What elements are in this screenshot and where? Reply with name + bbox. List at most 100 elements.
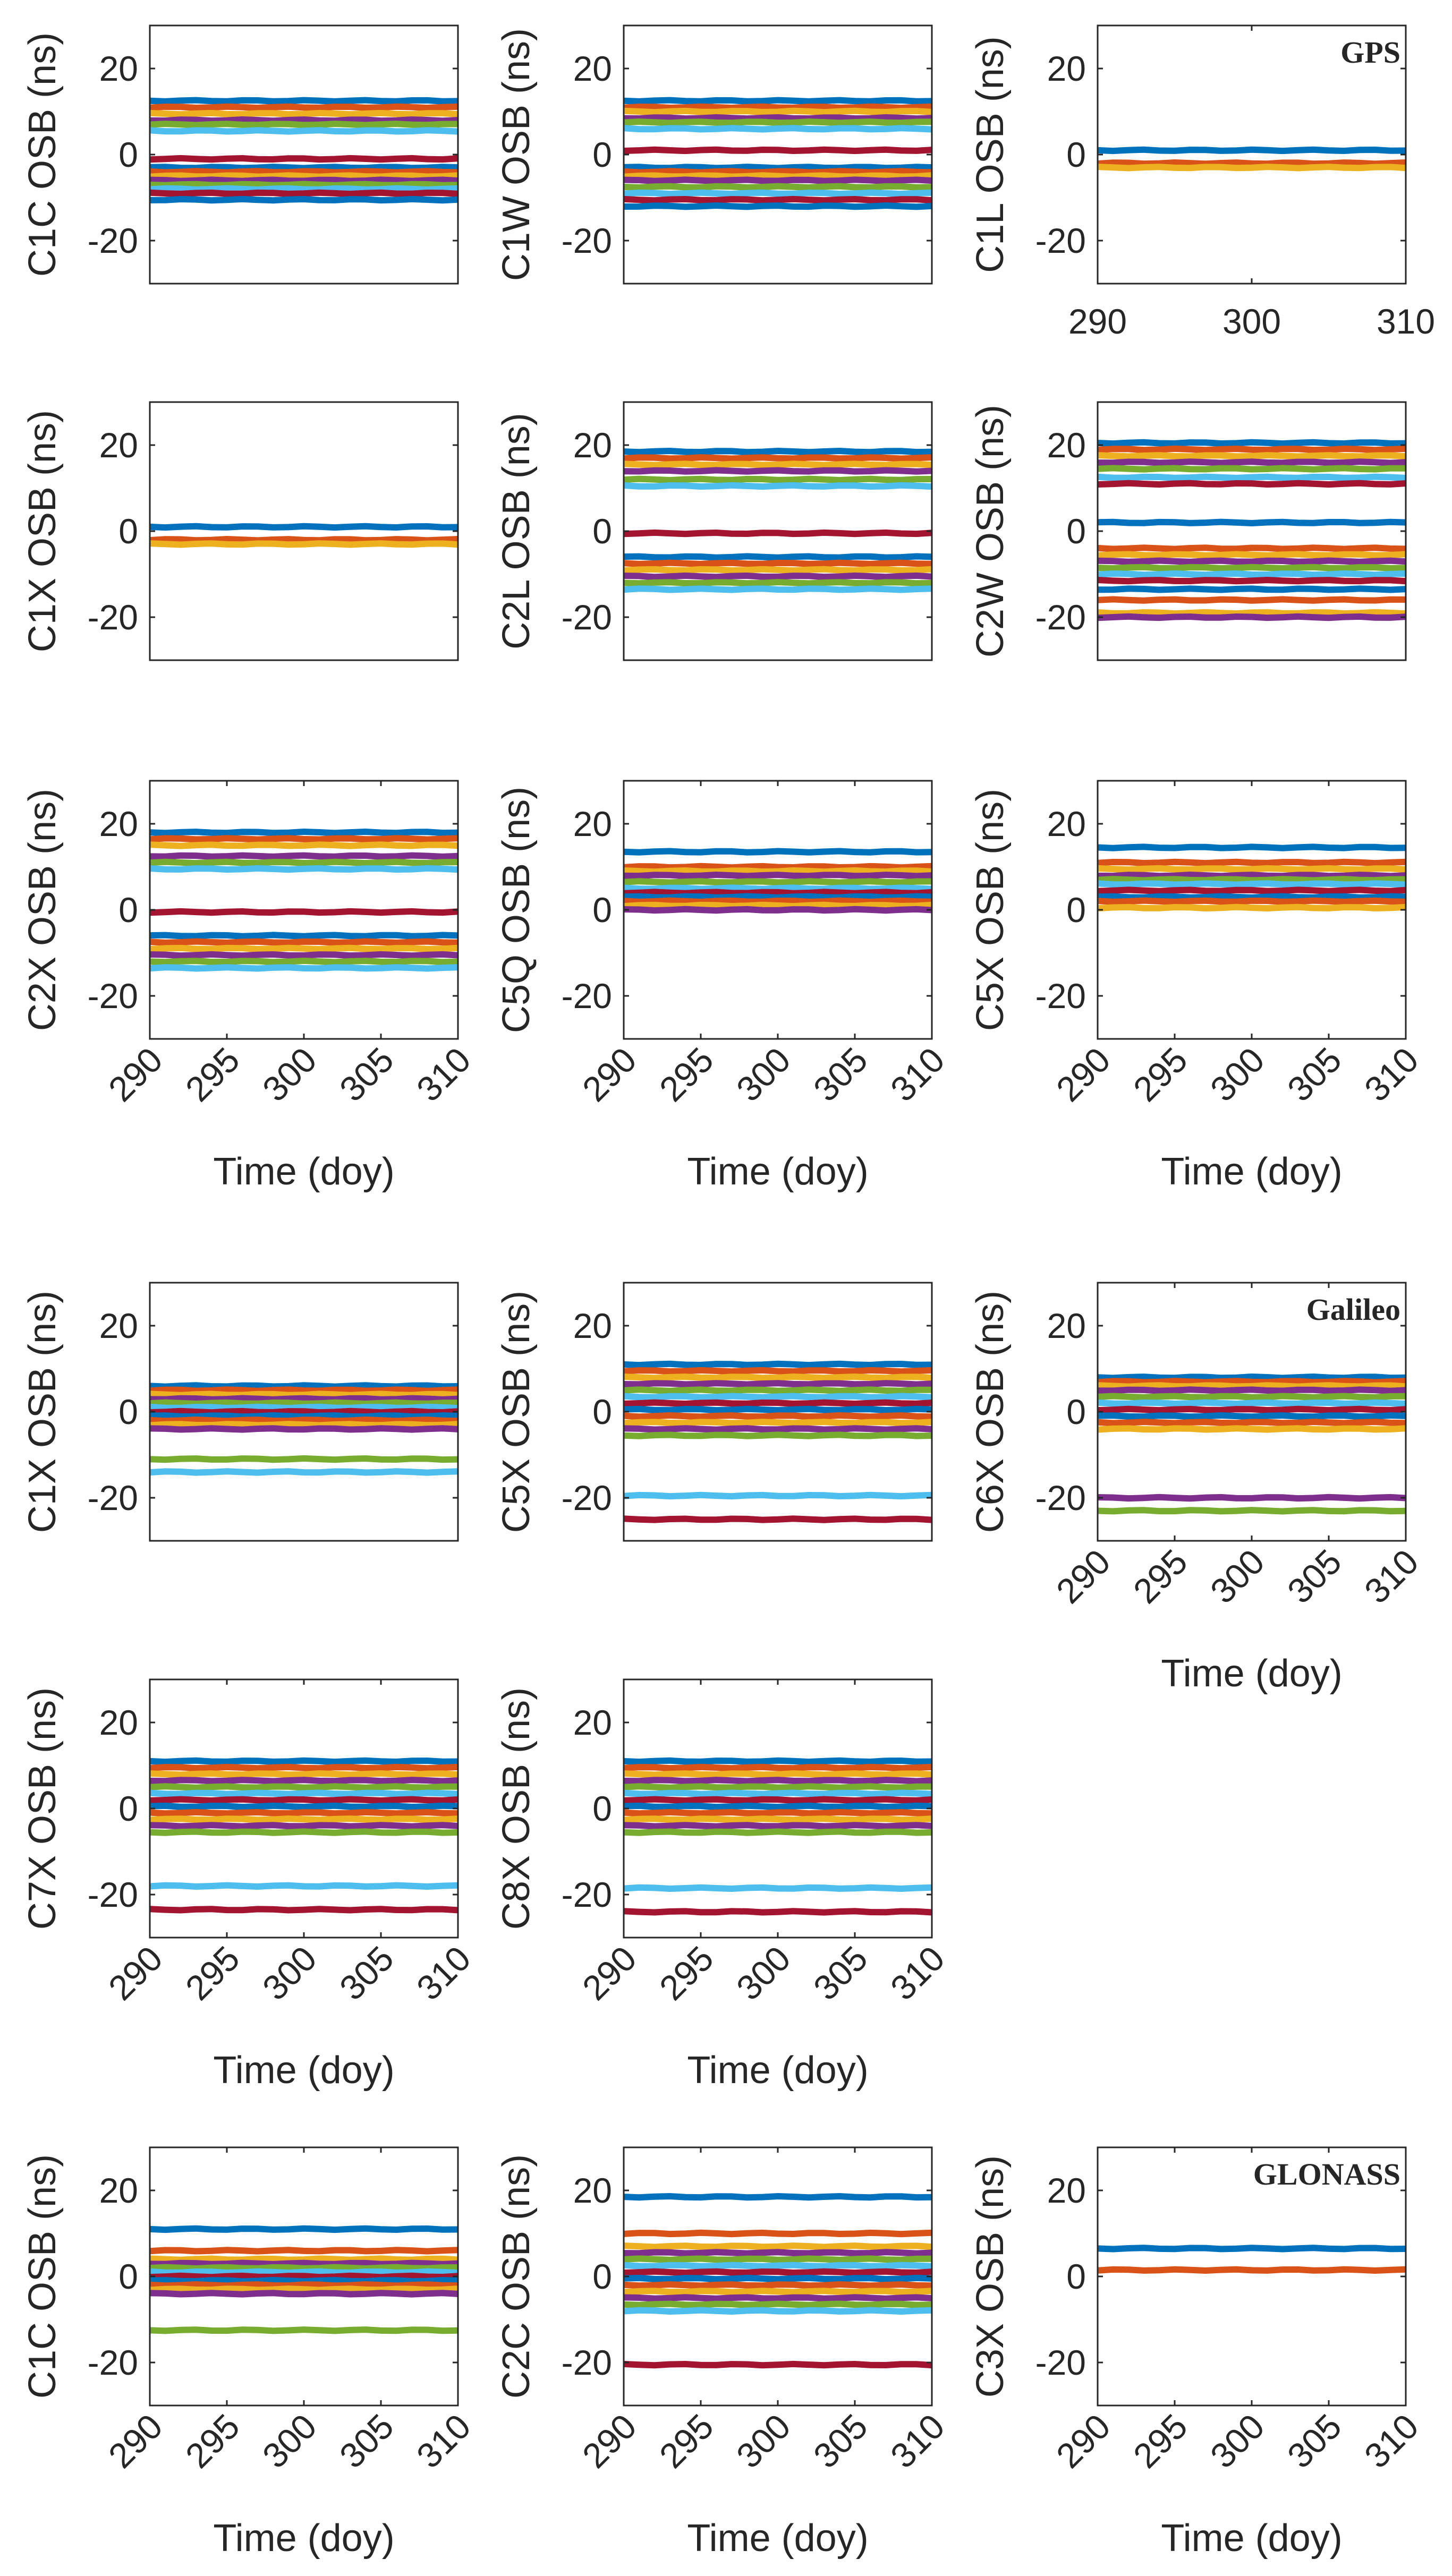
y-tick-label: 0 xyxy=(118,135,138,174)
series-line-5 xyxy=(149,1783,458,1791)
series-line-14 xyxy=(149,1906,458,1914)
series-line-9 xyxy=(1097,1419,1406,1427)
series-line-17 xyxy=(1097,609,1406,617)
series-line-1 xyxy=(623,2193,932,2201)
y-axis-label: C5Q OSB (ns) xyxy=(495,787,538,1033)
series-line-8 xyxy=(149,1412,458,1420)
series-line-10 xyxy=(1097,551,1406,559)
series-line-12 xyxy=(623,183,932,191)
subplot-gal_c1x: 20 0 -20 C1X OSB (ns) xyxy=(21,1282,459,1542)
series-line-3 xyxy=(149,841,458,849)
series-line-13 xyxy=(149,1468,458,1476)
x-tick-label: 290 xyxy=(101,2407,170,2476)
series-lines xyxy=(1097,2245,1406,2274)
series-line-11 xyxy=(623,2294,932,2302)
y-tick-label: -20 xyxy=(562,598,612,637)
series-line-3 xyxy=(1097,452,1406,460)
x-tick-label: 305 xyxy=(1280,1040,1349,1109)
series-line-7 xyxy=(149,1408,458,1416)
series-line-5 xyxy=(623,2255,932,2263)
series-line-9 xyxy=(1097,544,1406,552)
x-tick-label: 300 xyxy=(1203,1542,1272,1611)
series-line-12 xyxy=(149,958,458,966)
series-line-3 xyxy=(623,107,932,116)
series-line-2 xyxy=(1097,2266,1406,2274)
series-line-12 xyxy=(149,1828,458,1836)
y-tick-label: -20 xyxy=(88,221,138,260)
series-lines xyxy=(1097,1374,1406,1515)
x-tick-label: 295 xyxy=(1126,2407,1195,2476)
series-line-7 xyxy=(623,2268,932,2276)
series-line-6 xyxy=(1097,473,1406,481)
series-line-4 xyxy=(149,1777,458,1785)
x-tick-label: 295 xyxy=(178,2407,247,2476)
series-line-8 xyxy=(623,893,932,901)
series-line-3 xyxy=(149,2255,458,2263)
series-line-1 xyxy=(149,829,458,837)
subplot-gps_c1l: 20 0 -20 290 300 310 C1L OSB (ns) GPS xyxy=(969,24,1435,341)
x-tick-label: 305 xyxy=(1280,1542,1349,1611)
y-axis-label: C2C OSB (ns) xyxy=(495,2154,538,2399)
series-line-7 xyxy=(149,1796,458,1804)
x-tick-label: 290 xyxy=(101,1040,170,1109)
subplot-gps_c1w: 20 0 -20 C1W OSB (ns) xyxy=(495,24,933,285)
subplot-gps_c5x: 20 0 -20 290 295 300 305 310 C5X OSB (ns) Time (d… xyxy=(969,780,1426,1193)
series-line-6 xyxy=(149,1789,458,1797)
y-tick-label: 0 xyxy=(118,890,138,929)
series-line-14 xyxy=(623,195,932,204)
x-tick-label: 305 xyxy=(332,2407,401,2476)
y-tick-label: 0 xyxy=(592,890,612,929)
series-line-8 xyxy=(623,1405,932,1414)
y-tick-label: 20 xyxy=(1047,804,1086,843)
series-line-9 xyxy=(623,559,932,567)
series-line-1 xyxy=(623,448,932,456)
series-line-6 xyxy=(623,1393,932,1401)
subplot-gps_c1x: 20 0 -20 C1X OSB (ns) xyxy=(21,401,459,661)
series-line-11 xyxy=(149,2290,458,2298)
series-line-3 xyxy=(1097,1382,1406,1390)
x-tick-label: 295 xyxy=(1126,1542,1195,1611)
series-line-11 xyxy=(623,572,932,581)
series-line-10 xyxy=(623,2288,932,2296)
series-line-5 xyxy=(1097,465,1406,473)
series-line-2 xyxy=(149,1386,458,1394)
y-axis-label: C5X OSB (ns) xyxy=(969,789,1012,1031)
y-tick-label: 0 xyxy=(592,2257,612,2296)
series-line-8 xyxy=(1097,893,1406,901)
subplot-gps_c2x: 20 0 -20 290 295 300 305 310 C2X OSB (ns) Time (d… xyxy=(21,780,478,1193)
series-line-1 xyxy=(623,97,932,105)
series-line-2 xyxy=(623,1367,932,1375)
series-lines xyxy=(149,2225,458,2334)
y-tick-label: 0 xyxy=(592,135,612,174)
x-tick-label: 305 xyxy=(806,1040,875,1109)
y-axis-label: C1L OSB (ns) xyxy=(969,36,1012,272)
series-line-4 xyxy=(623,1380,932,1388)
series-line-10 xyxy=(149,1421,458,1429)
series-line-3 xyxy=(149,1770,458,1778)
y-tick-label: -20 xyxy=(1035,598,1086,637)
x-tick-label: 310 xyxy=(1377,302,1435,341)
series-line-7 xyxy=(623,889,932,897)
y-axis-label: C5X OSB (ns) xyxy=(495,1291,538,1533)
series-line-4 xyxy=(623,114,932,122)
series-lines xyxy=(149,1757,458,1914)
y-tick-label: 0 xyxy=(118,1392,138,1431)
series-line-1 xyxy=(623,1360,932,1369)
y-axis-label: C1X OSB (ns) xyxy=(21,1291,64,1533)
y-tick-label: 20 xyxy=(573,804,612,843)
y-tick-label: 0 xyxy=(1066,2257,1086,2296)
series-line-15 xyxy=(149,195,458,204)
series-line-13 xyxy=(149,964,458,972)
series-line-9 xyxy=(623,897,932,905)
series-line-11 xyxy=(623,176,932,184)
series-line-1 xyxy=(1097,1374,1406,1381)
series-line-12 xyxy=(1097,564,1406,572)
series-line-15 xyxy=(1097,585,1406,593)
series-line-1 xyxy=(1097,2245,1406,2253)
series-line-1 xyxy=(149,523,458,531)
series-line-2 xyxy=(1097,1378,1406,1386)
series-line-13 xyxy=(623,1491,932,1500)
y-tick-label: 20 xyxy=(1047,1306,1086,1345)
y-axis-label: C2X OSB (ns) xyxy=(21,789,64,1031)
